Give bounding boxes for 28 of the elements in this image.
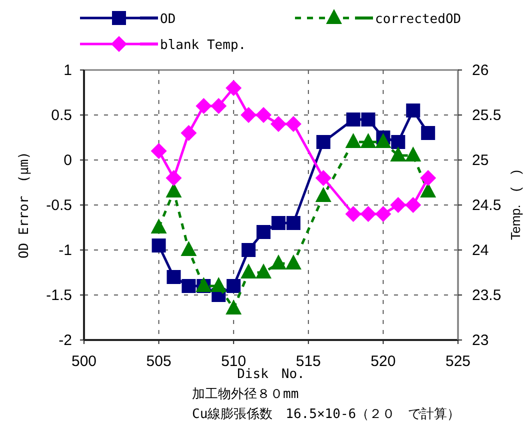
y2-axis-title: Temp. ( ) xyxy=(508,170,523,240)
legend-label: OD xyxy=(160,12,176,27)
y-tick-label: 0 xyxy=(64,152,72,169)
y2-tick-label: 23 xyxy=(472,332,489,349)
y2-tick-label: 23.5 xyxy=(472,287,502,304)
y2-tick-label: 25 xyxy=(472,152,489,169)
y2-tick-label: 24.5 xyxy=(472,197,502,214)
x-tick-label: 520 xyxy=(370,353,396,370)
x-tick-label: 500 xyxy=(71,353,97,370)
y-tick-label: -2 xyxy=(58,332,72,349)
y2-tick-label: 24 xyxy=(472,242,489,259)
x-tick-label: 515 xyxy=(296,353,321,370)
y-tick-label: 0.5 xyxy=(51,107,72,124)
y2-tick-label: 25.5 xyxy=(472,107,502,124)
x-tick-label: 525 xyxy=(445,353,471,370)
legend-label: correctedOD xyxy=(375,12,462,27)
y-tick-label: -0.5 xyxy=(46,197,72,214)
text: 加工物外径８０mm xyxy=(192,387,299,402)
text: Cu線膨張係数 16.5×10-6（２０ で計算） xyxy=(192,407,460,421)
y-tick-label: -1.5 xyxy=(46,287,72,304)
legend-label: blank Temp. xyxy=(160,38,246,53)
x-axis-title: Disk No. xyxy=(237,367,305,382)
x-tick-label: 505 xyxy=(146,353,172,370)
y2-tick-label: 26 xyxy=(472,62,489,79)
y-tick-label: -1 xyxy=(58,242,72,259)
y-axis-title: OD Error (μm) xyxy=(17,152,32,258)
y-tick-label: 1 xyxy=(64,62,72,79)
x-tick-label: 510 xyxy=(221,353,246,370)
